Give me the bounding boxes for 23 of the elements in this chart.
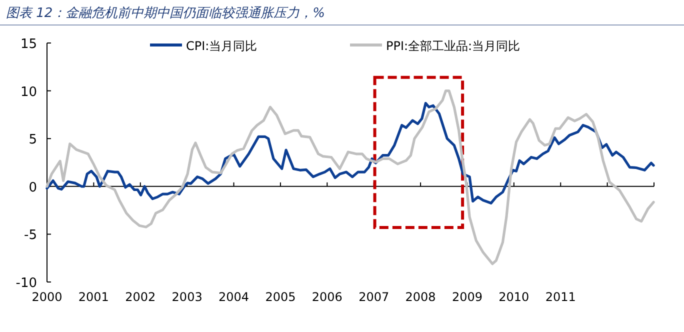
x-tick-label: 2006 bbox=[312, 290, 342, 304]
x-tick-label: 2005 bbox=[265, 290, 296, 304]
x-tick-label: 2002 bbox=[125, 290, 156, 304]
x-tick-label: 2011 bbox=[545, 290, 576, 304]
x-tick-label: 2001 bbox=[78, 290, 109, 304]
x-tick-label: 2004 bbox=[218, 290, 250, 304]
line-series bbox=[46, 102, 655, 204]
x-tick-label: 2007 bbox=[358, 290, 390, 304]
x-tick-label: 2009 bbox=[452, 290, 483, 304]
y-tick-label: 15 bbox=[20, 37, 37, 52]
y-tick-label: -10 bbox=[16, 276, 37, 291]
x-tick-label: 2000 bbox=[32, 290, 62, 304]
y-tick-label: 10 bbox=[20, 84, 37, 100]
legend-label: PPI:全部工业品:当月同比 bbox=[386, 39, 520, 53]
y-tick-label: 0 bbox=[28, 180, 37, 196]
line-series bbox=[46, 90, 655, 266]
y-tick-label: -5 bbox=[24, 228, 37, 244]
x-tick-label: 2008 bbox=[405, 290, 436, 304]
chart-title: 图表 12：金融危机前中期中国仍面临较强通胀压力，% bbox=[6, 6, 326, 21]
x-tick-label: 2003 bbox=[172, 290, 202, 304]
y-tick-label: 5 bbox=[28, 132, 37, 148]
legend-label: CPI:当月同比 bbox=[186, 39, 258, 53]
x-tick-label: 2010 bbox=[498, 290, 530, 304]
